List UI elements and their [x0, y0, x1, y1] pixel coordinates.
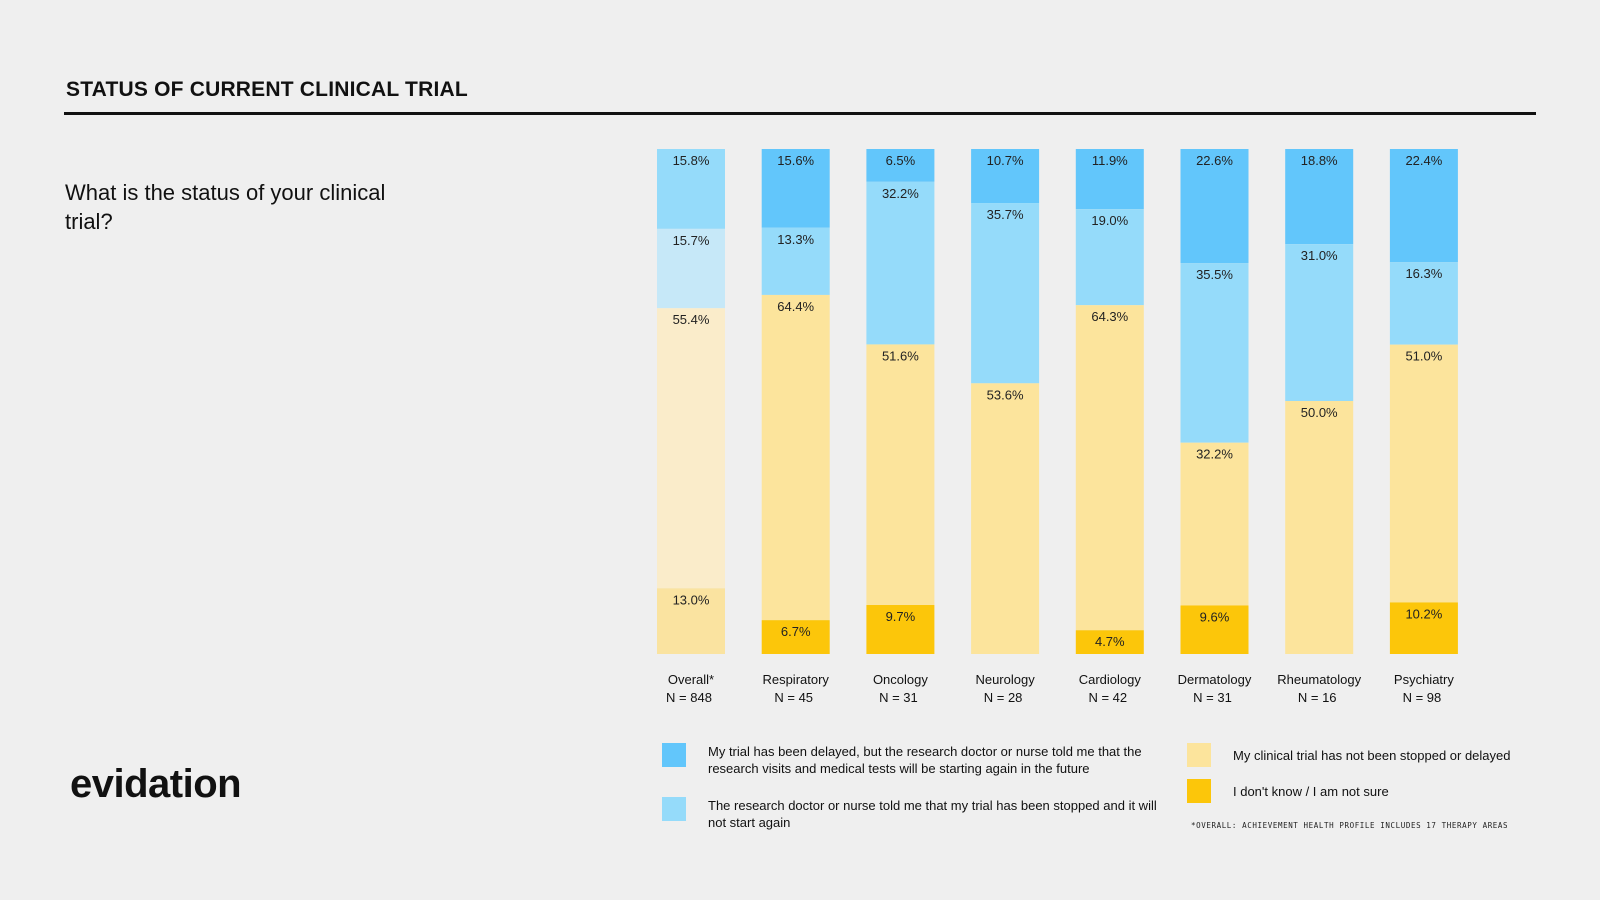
category-label: Respiratory — [762, 672, 829, 687]
bar-segment-dont_know — [761, 620, 830, 654]
bar-segment-stopped — [1075, 209, 1144, 306]
legend-item-delayed-restart: My trial has been delayed, but the resea… — [662, 743, 1162, 777]
data-label: 13.3% — [777, 232, 814, 247]
category-label: Dermatology — [1178, 672, 1252, 687]
bar-segment-delayed_restart — [1389, 149, 1458, 263]
data-label: 22.4% — [1405, 153, 1442, 168]
bar-segment-delayed_restart — [971, 149, 1040, 204]
category-label: Overall* — [668, 672, 714, 687]
data-label: 32.2% — [882, 186, 919, 201]
data-label: 35.7% — [987, 207, 1024, 222]
bar-segment-stopped — [657, 228, 725, 309]
bar-segment-not_stopped — [761, 294, 830, 621]
category-label: Oncology — [873, 672, 928, 687]
data-label: 19.0% — [1091, 213, 1128, 228]
data-label: 22.6% — [1196, 153, 1233, 168]
title-divider — [64, 112, 1536, 115]
bar-segment-stopped — [866, 181, 935, 345]
evidation-logo: evidation — [70, 762, 242, 806]
bar-segment-stopped — [761, 227, 830, 295]
bar-segment-not_stopped — [1075, 305, 1144, 631]
survey-question: What is the status of your clinical tria… — [65, 180, 386, 234]
bar-segment-not_stopped — [1180, 442, 1249, 606]
sample-size-label: N = 31 — [1193, 690, 1232, 705]
bar-segment-stopped — [1285, 244, 1354, 401]
category-label: Cardiology — [1079, 672, 1142, 687]
bar-segment-not_stopped — [1389, 344, 1458, 603]
data-label: 11.9% — [1092, 153, 1128, 168]
data-label: 64.4% — [777, 299, 814, 314]
data-label: 31.0% — [1301, 248, 1338, 263]
data-label: 55.4% — [673, 312, 710, 327]
data-label: 64.3% — [1091, 309, 1128, 324]
footnote: *OVERALL: ACHIEVEMENT HEALTH PROFILE INC… — [1191, 821, 1509, 830]
bar-segment-stopped — [1389, 262, 1458, 345]
bar-segment-delayed_restart — [1180, 149, 1249, 264]
legend-item-not-stopped: My clinical trial has not been stopped o… — [1187, 743, 1547, 767]
legend-item-stopped: The research doctor or nurse told me tha… — [662, 797, 1162, 831]
category-label: Neurology — [975, 672, 1035, 687]
sample-size-label: N = 42 — [1088, 690, 1127, 705]
data-label: 6.7% — [781, 624, 811, 639]
bar-segment-delayed_restart — [761, 149, 830, 228]
bar-segment-delayed_restart — [1075, 149, 1144, 210]
bar-segment-delayed_restart — [1285, 149, 1354, 245]
data-label: 50.0% — [1301, 405, 1338, 420]
data-label: 16.3% — [1405, 266, 1442, 281]
data-label: 32.2% — [1196, 447, 1233, 462]
bar-segment-dont_know — [1180, 605, 1249, 654]
chart-title: STATUS OF CURRENT CLINICAL TRIAL — [66, 78, 468, 101]
legend-swatch — [1187, 779, 1211, 803]
bar-segment-delayed_restart — [657, 149, 725, 229]
bar-segment-delayed_restart — [866, 149, 935, 182]
legend-item-dont-know: I don't know / I am not sure — [1187, 779, 1547, 803]
sample-size-label: N = 45 — [774, 690, 813, 705]
data-label: 4.7% — [1095, 634, 1125, 649]
bar-segment-not_stopped — [971, 383, 1040, 654]
data-label: 15.6% — [777, 153, 814, 168]
data-label: 18.8% — [1301, 153, 1338, 168]
data-label: 10.7% — [987, 153, 1024, 168]
bar-segment-dont_know — [1075, 630, 1144, 654]
bar-segment-stopped — [971, 203, 1040, 384]
legend-label: I don't know / I am not sure — [1233, 784, 1389, 799]
sample-size-label: N = 848 — [666, 690, 712, 705]
data-label: 6.5% — [886, 153, 916, 168]
sample-size-label: N = 98 — [1403, 690, 1442, 705]
category-label: Rheumatology — [1277, 672, 1361, 687]
data-label: 9.7% — [886, 609, 916, 624]
bar-segment-dont_know — [657, 588, 725, 654]
bar-segment-not_stopped — [866, 344, 935, 606]
sample-size-label: N = 28 — [984, 690, 1023, 705]
legend-label: My clinical trial has not been stopped o… — [1233, 748, 1511, 763]
data-label: 35.5% — [1196, 267, 1233, 282]
bar-segment-stopped — [1180, 263, 1249, 443]
data-label: 53.6% — [987, 387, 1024, 402]
data-label: 10.2% — [1405, 606, 1442, 621]
data-label: 51.6% — [882, 348, 919, 363]
legend-label: My trial has been delayed, but the resea… — [708, 744, 1142, 776]
legend-swatch — [662, 743, 686, 767]
data-label: 15.7% — [673, 233, 710, 248]
data-label: 51.0% — [1405, 349, 1442, 364]
legend-swatch — [1187, 743, 1211, 767]
sample-size-label: N = 16 — [1298, 690, 1337, 705]
legend-label: The research doctor or nurse told me tha… — [708, 798, 1157, 830]
bar-segment-dont_know — [1389, 602, 1458, 654]
bar-segment-not_stopped — [1285, 400, 1354, 654]
sample-size-label: N = 31 — [879, 690, 918, 705]
legend-swatch — [662, 797, 686, 821]
data-label: 15.8% — [673, 153, 710, 168]
bar-segment-not_stopped — [657, 308, 725, 589]
bar-segment-dont_know — [866, 605, 935, 654]
category-label: Psychiatry — [1394, 672, 1454, 687]
data-label: 9.6% — [1200, 609, 1230, 624]
data-label: 13.0% — [673, 592, 710, 607]
